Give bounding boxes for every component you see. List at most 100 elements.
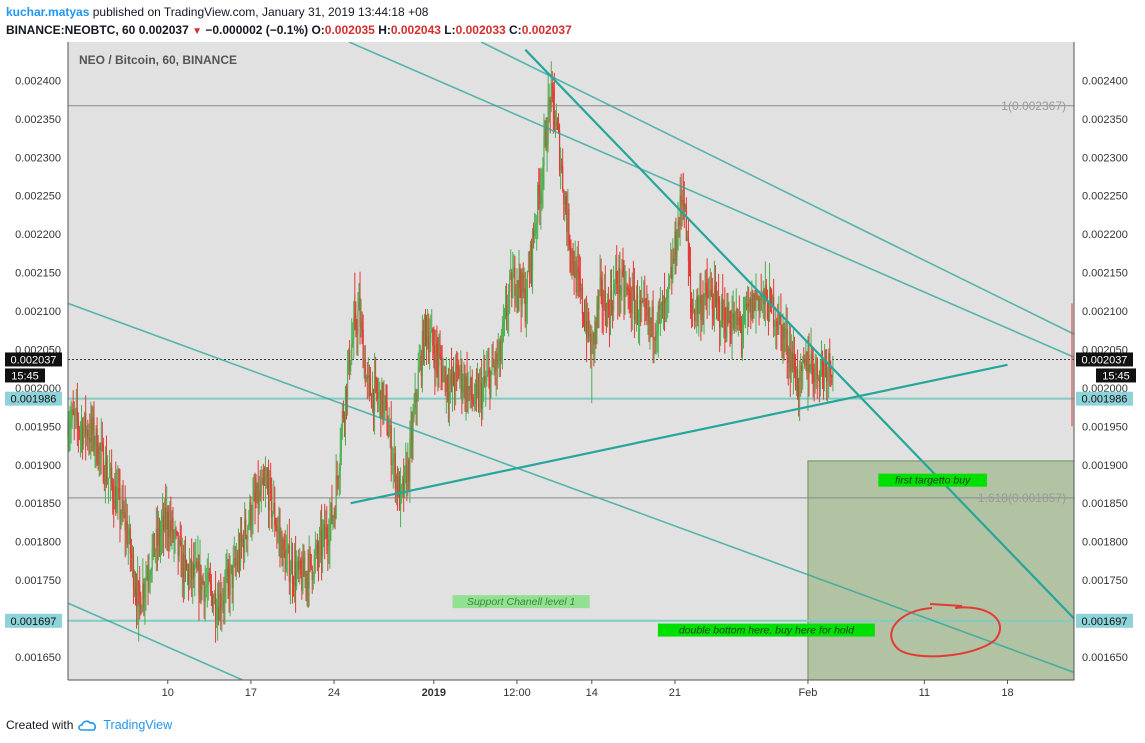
candle-body	[105, 459, 108, 482]
candle-body	[311, 566, 313, 581]
candle-body	[137, 580, 139, 607]
candle-body	[756, 295, 758, 299]
y-tick-label-left: 0.002350	[15, 114, 61, 126]
candle-body	[656, 330, 658, 336]
candle-body	[489, 370, 491, 395]
candle-body	[555, 122, 558, 129]
candle-body	[414, 392, 416, 409]
candle-body	[470, 377, 472, 396]
candle-body	[459, 374, 461, 379]
candle-body	[729, 320, 731, 334]
candle-body	[85, 413, 87, 436]
candle-body	[111, 467, 113, 484]
candle-body	[186, 569, 189, 571]
candle-body	[466, 376, 468, 402]
open-value: 0.002035	[324, 23, 375, 37]
candle-body	[563, 190, 565, 205]
trend-line	[67, 302, 1075, 674]
candle-body	[602, 307, 604, 309]
candle-body	[539, 193, 541, 205]
candle-body	[346, 368, 349, 400]
candle-body	[490, 370, 492, 395]
candle-body	[431, 328, 433, 333]
candle-body	[69, 426, 71, 431]
candle-body	[451, 370, 454, 386]
candle-body	[517, 280, 519, 287]
candle-body	[218, 606, 220, 620]
candle-body	[411, 429, 413, 443]
candle-body	[178, 540, 180, 557]
candle-body	[710, 289, 712, 297]
candle-body	[319, 530, 322, 538]
candle-body	[335, 476, 337, 519]
candle-body	[472, 399, 474, 404]
candle-body	[556, 122, 559, 126]
candle-body	[613, 286, 615, 312]
candle-body	[217, 606, 219, 620]
candle-body	[759, 298, 761, 310]
candle-body	[734, 313, 736, 329]
candle-body	[241, 538, 244, 542]
candle-body	[367, 375, 369, 378]
candle-body	[313, 555, 315, 578]
candle-body	[372, 389, 375, 413]
candle-body	[618, 268, 620, 294]
price-badge-text-right: 0.001986	[1082, 394, 1128, 406]
down-arrow-icon: ▼	[192, 26, 203, 37]
candle-body	[454, 385, 456, 391]
candle-body	[190, 559, 192, 570]
candle-body	[167, 511, 169, 530]
price-badge-right	[1076, 352, 1133, 367]
candle-body	[308, 553, 310, 589]
candle-body	[197, 561, 199, 570]
candle-body	[208, 572, 210, 580]
candle-body	[663, 299, 666, 305]
trend-line	[480, 42, 1075, 335]
tradingview-brand[interactable]: TradingView	[103, 718, 173, 732]
candle-body	[812, 365, 814, 381]
candle-body	[572, 250, 574, 267]
candle-body	[199, 565, 201, 596]
candle-body	[561, 165, 563, 167]
candle-body	[407, 460, 409, 490]
candle-body	[405, 465, 407, 467]
candle-body	[350, 360, 352, 371]
candle-body	[487, 370, 489, 375]
candle-body	[191, 559, 193, 580]
candle-body	[245, 519, 247, 536]
candle-body	[469, 377, 471, 390]
candle-body	[160, 526, 163, 536]
candle-body	[294, 561, 297, 587]
candle-body	[749, 299, 751, 307]
candle-body	[298, 560, 300, 570]
tradingview-cloud-icon	[78, 720, 97, 731]
candle-body	[378, 394, 380, 399]
candle-body	[257, 483, 259, 509]
candle-body	[712, 308, 714, 319]
candle-body	[463, 375, 465, 390]
candle-body	[587, 311, 589, 339]
candle-body	[193, 564, 195, 577]
candle-body	[238, 549, 241, 563]
y-tick-label-right: 0.002250	[1082, 191, 1128, 203]
candle-body	[364, 358, 366, 382]
candle-body	[279, 530, 281, 542]
candle-body	[494, 366, 496, 372]
candle-body	[675, 231, 677, 258]
candle-body	[707, 295, 709, 299]
candle-body	[254, 492, 256, 501]
y-tick-label-left: 0.002150	[15, 268, 61, 280]
candle-body	[599, 277, 601, 292]
candle-body	[266, 482, 269, 484]
candle-body	[694, 310, 696, 321]
candle-body	[396, 476, 399, 495]
candle-body	[309, 553, 311, 555]
candle-body	[342, 410, 345, 418]
candle-body	[97, 461, 99, 465]
candle-body	[240, 532, 243, 542]
author-link[interactable]: kuchar.matyas	[6, 5, 90, 19]
x-tick-label: 21	[669, 687, 681, 699]
price-chart[interactable]: NEO / Bitcoin, 60, BINANCE 1(0.002367) 1.…	[0, 42, 1145, 700]
candle-body	[161, 515, 164, 527]
candle-body	[441, 364, 443, 382]
